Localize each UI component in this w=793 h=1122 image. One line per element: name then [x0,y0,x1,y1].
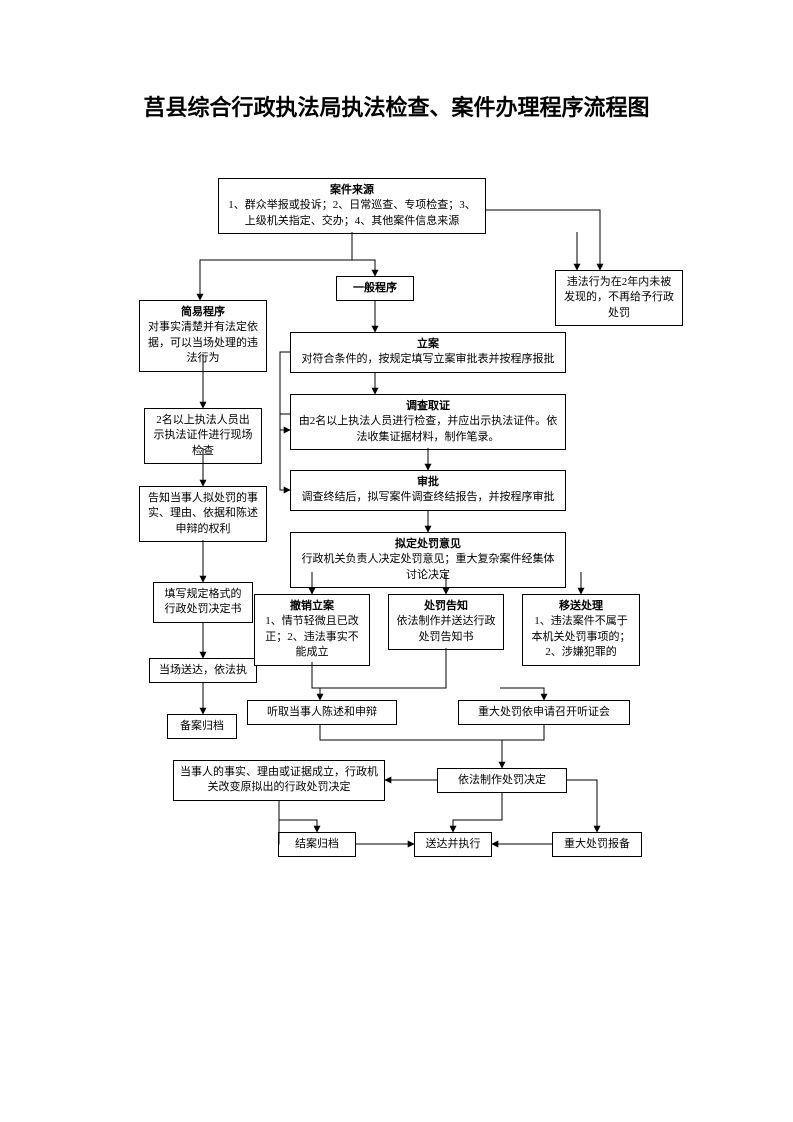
node-title: 调查取证 [297,399,559,414]
node-body: 2名以上执法人员出示执法证件进行现场检查 [154,414,253,457]
node-simple: 简易程序对事实清楚并有法定依据，可以当场处理的违法行为 [139,300,267,372]
node-body: 1、群众举报或投诉；2、日常巡查、专项检查；3、上级机关指定、交办；4、其他案件… [228,199,476,226]
node-body: 备案归档 [180,720,224,732]
node-body: 1、违法案件不属于本机关处罚事项的；2、涉嫌犯罪的 [532,615,631,658]
node-title: 立案 [297,337,559,352]
node-archive2: 结案归档 [278,832,356,857]
node-report: 重大处罚报备 [552,832,642,857]
node-title: 处罚告知 [395,599,497,614]
node-fillform: 填写规定格式的行政处罚决定书 [153,582,253,623]
node-title: 案件来源 [225,183,479,198]
node-inform: 告知当事人拟处罚的事实、理由、依据和陈述申辩的权利 [139,486,267,542]
node-title: 审批 [297,475,559,490]
node-body: 违法行为在2年内未被发现的，不再给予行政处罚 [564,276,674,319]
node-archive1: 备案归档 [167,714,237,739]
node-body: 依法制作处罚决定 [458,774,546,786]
node-source: 案件来源1、群众举报或投诉；2、日常巡查、专项检查；3、上级机关指定、交办；4、… [218,178,486,234]
node-hearing2: 重大处罚依申请召开听证会 [458,700,630,725]
node-twostaff: 2名以上执法人员出示执法证件进行现场检查 [144,408,262,464]
node-body: 当场送达，依法执 [159,664,247,676]
node-body: 结案归档 [295,838,339,850]
node-body: 听取当事人陈述和申辩 [267,706,377,718]
node-body: 对事实清楚并有法定依据，可以当场处理的违法行为 [148,321,258,364]
page-title: 莒县综合行政执法局执法检查、案件办理程序流程图 [0,90,793,122]
node-body: 1、情节轻微且已改正；2、违法事实不能成立 [265,615,359,658]
node-investigate: 调查取证由2名以上执法人员进行检查，并应出示执法证件。依法收集证据材料，制作笔录… [290,394,566,450]
node-transfer: 移送处理1、违法案件不属于本机关处罚事项的；2、涉嫌犯罪的 [522,594,640,666]
node-body: 送达并执行 [426,838,481,850]
node-execute: 送达并执行 [414,832,492,857]
node-body: 当事人的事实、理由或证据成立，行政机关改变原拟出的行政处罚决定 [180,766,378,793]
node-body: 行政机关负责人决定处罚意见；重大复杂案件经集体讨论决定 [302,553,555,580]
node-body: 填写规定格式的行政处罚决定书 [165,588,242,615]
node-timelimit: 违法行为在2年内未被发现的，不再给予行政处罚 [555,270,683,326]
node-title: 简易程序 [146,305,260,320]
node-title: 移送处理 [529,599,633,614]
node-body: 告知当事人拟处罚的事实、理由、依据和陈述申辩的权利 [148,492,258,535]
node-body: 重大处罚依申请召开听证会 [478,706,610,718]
node-notify: 处罚告知依法制作并送达行政处罚告知书 [388,594,504,650]
node-approve: 审批调查终结后，拟写案件调查终结报告，并按程序审批 [290,470,566,511]
node-decision: 依法制作处罚决定 [437,768,567,793]
node-title: 一般程序 [343,281,407,296]
node-title: 撤销立案 [261,599,363,614]
node-body: 调查终结后，拟写案件调查终结报告，并按程序审批 [302,491,555,503]
node-change: 当事人的事实、理由或证据成立，行政机关改变原拟出的行政处罚决定 [173,760,385,801]
node-hearing1: 听取当事人陈述和申辩 [247,700,397,725]
node-body: 依法制作并送达行政处罚告知书 [397,615,496,642]
node-body: 由2名以上执法人员进行检查，并应出示执法证件。依法收集证据材料，制作笔录。 [299,415,558,442]
node-title: 拟定处罚意见 [297,537,559,552]
node-body: 重大处罚报备 [564,838,630,850]
node-opinion: 拟定处罚意见行政机关负责人决定处罚意见；重大复杂案件经集体讨论决定 [290,532,566,588]
node-register: 立案对符合条件的，按规定填写立案审批表并按程序报批 [290,332,566,373]
node-deliver: 当场送达，依法执 [149,658,257,683]
node-general: 一般程序 [336,276,414,301]
node-body: 对符合条件的，按规定填写立案审批表并按程序报批 [302,353,555,365]
node-cancel: 撤销立案1、情节轻微且已改正；2、违法事实不能成立 [254,594,370,666]
